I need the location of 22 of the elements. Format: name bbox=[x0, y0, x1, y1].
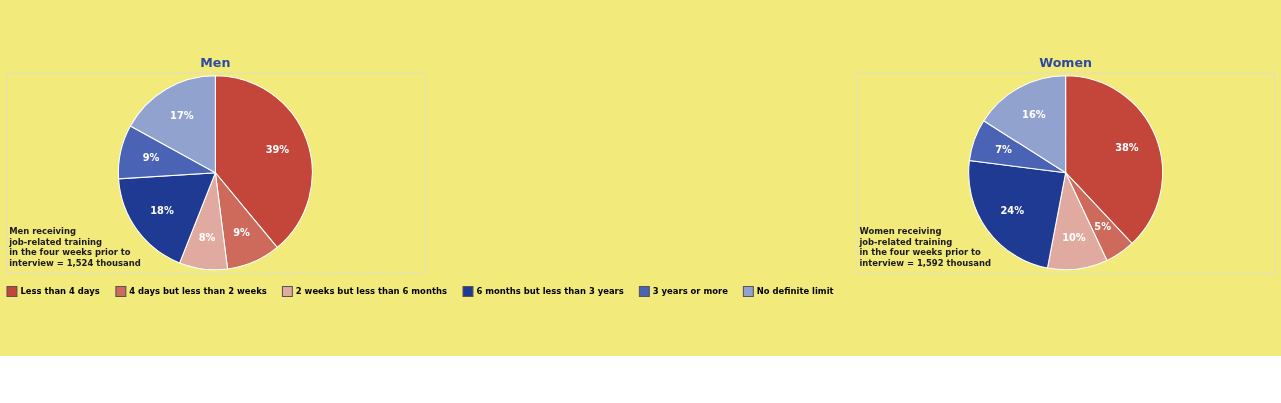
data-label: 17% bbox=[170, 109, 194, 121]
data-label: 5% bbox=[1094, 221, 1112, 233]
data-label: 9% bbox=[233, 227, 251, 239]
legend-label: 4 days but less than 2 weeks bbox=[129, 286, 267, 297]
legend-label: 2 weeks but less than 6 months bbox=[295, 286, 447, 297]
data-label: 9% bbox=[142, 152, 160, 164]
text: Women receiving job-related training in the four weeks prior to interview = 1,592 thousand bbox=[858, 226, 992, 268]
text: Men receiving job-related training in the four weeks prior to interview = 1,524 thousand bbox=[8, 226, 141, 268]
data-label: 8% bbox=[198, 231, 216, 243]
chart-title: Men bbox=[200, 54, 231, 70]
data-label: 39% bbox=[265, 144, 290, 156]
legend-label: Less than 4 days bbox=[20, 286, 100, 297]
legend-label: 3 years or more bbox=[652, 286, 729, 297]
data-label: 38% bbox=[1115, 142, 1139, 154]
data-label: 7% bbox=[995, 144, 1013, 156]
legend-label: 6 months but less than 3 years bbox=[476, 286, 624, 297]
legend-label: No definite limit bbox=[756, 286, 834, 297]
data-label: 10% bbox=[1062, 231, 1086, 243]
chart-title: Women bbox=[1039, 54, 1093, 70]
data-label: 16% bbox=[1022, 108, 1046, 120]
data-label: 18% bbox=[150, 205, 174, 217]
data-label: 24% bbox=[1000, 205, 1025, 217]
